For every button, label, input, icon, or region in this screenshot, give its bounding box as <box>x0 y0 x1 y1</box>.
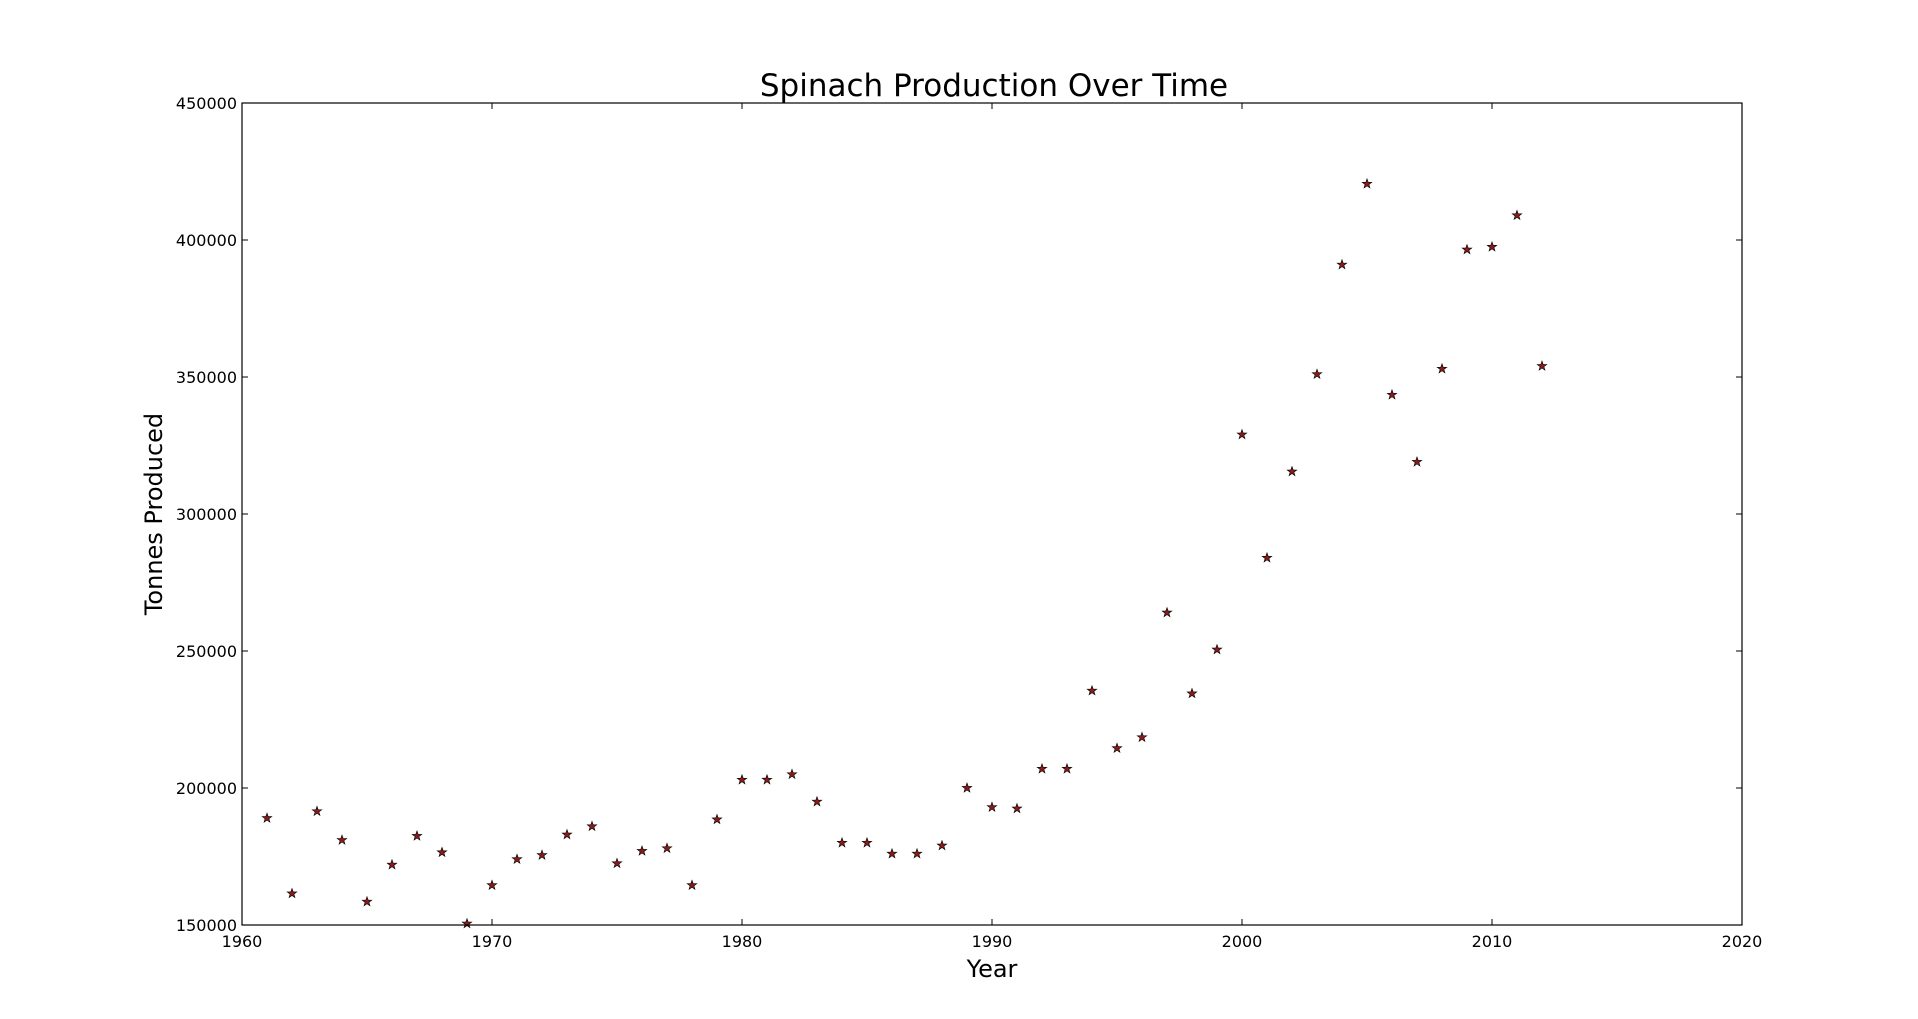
x-tick-label: 1970 <box>472 932 513 951</box>
data-point <box>1411 456 1423 467</box>
data-point <box>1161 606 1173 618</box>
data-point <box>636 845 648 856</box>
data-point <box>786 768 798 780</box>
data-point <box>911 847 923 859</box>
data-point <box>1036 762 1048 774</box>
data-point <box>961 782 973 793</box>
data-point <box>436 846 448 858</box>
chart-title: Spinach Production Over Time <box>760 68 1228 104</box>
data-point <box>1386 388 1398 400</box>
x-tick-label: 1990 <box>972 932 1013 951</box>
x-tick-label: 1960 <box>222 932 263 951</box>
y-tick-label: 450000 <box>176 94 237 113</box>
data-point <box>886 847 898 859</box>
y-tick-label: 300000 <box>176 505 237 524</box>
x-axis-label: Year <box>966 955 1018 983</box>
data-point <box>861 836 873 848</box>
y-tick-label: 250000 <box>176 642 237 661</box>
x-tick-label: 2000 <box>1222 932 1263 951</box>
data-point <box>1061 762 1073 774</box>
data-point <box>1486 240 1498 252</box>
data-point <box>1186 687 1198 699</box>
data-point <box>836 836 848 848</box>
x-tick-label: 2020 <box>1722 932 1763 951</box>
data-point <box>1011 802 1023 814</box>
data-point <box>561 828 573 840</box>
data-point <box>536 849 548 860</box>
x-tick-label: 2010 <box>1472 932 1513 951</box>
data-point <box>811 795 823 807</box>
data-point <box>511 853 523 865</box>
data-point <box>1361 177 1373 189</box>
data-point <box>611 857 623 869</box>
data-point <box>486 879 498 891</box>
data-point <box>461 917 473 929</box>
ticks-layer: 1960 1970 1980 1990 2000 2010 2020 150000 200000… <box>176 94 1762 951</box>
data-point <box>1086 684 1098 696</box>
data-point <box>936 839 948 851</box>
data-point <box>286 887 298 899</box>
data-point <box>686 879 698 891</box>
data-point <box>1211 643 1223 655</box>
x-tick-label: 1980 <box>722 932 763 951</box>
data-point <box>261 812 273 823</box>
data-point <box>1111 742 1123 754</box>
data-point <box>761 773 773 785</box>
points-layer <box>261 177 1548 929</box>
data-point <box>1311 368 1323 380</box>
data-point <box>1286 465 1298 477</box>
data-point <box>1461 243 1473 255</box>
data-point <box>1436 362 1448 374</box>
plot-frame <box>241 102 1743 926</box>
y-axis-label: Tonnes Produced <box>140 413 168 616</box>
data-point <box>1261 551 1273 563</box>
y-tick-label: 200000 <box>176 779 237 798</box>
data-point <box>1511 209 1523 221</box>
y-tick-label: 400000 <box>176 231 237 250</box>
data-point <box>661 842 673 854</box>
data-point <box>311 805 323 817</box>
data-point <box>1136 731 1148 743</box>
y-tick-label: 350000 <box>176 368 237 387</box>
data-point <box>586 820 598 832</box>
data-point <box>1536 360 1548 371</box>
data-point <box>411 830 423 841</box>
data-point <box>986 801 998 812</box>
data-point <box>711 813 723 825</box>
data-point <box>736 773 748 785</box>
data-point <box>361 895 373 907</box>
data-point <box>1236 428 1248 440</box>
data-point <box>1336 258 1348 270</box>
data-point <box>386 858 398 870</box>
y-tick-label: 150000 <box>176 916 237 935</box>
data-point <box>336 834 348 845</box>
